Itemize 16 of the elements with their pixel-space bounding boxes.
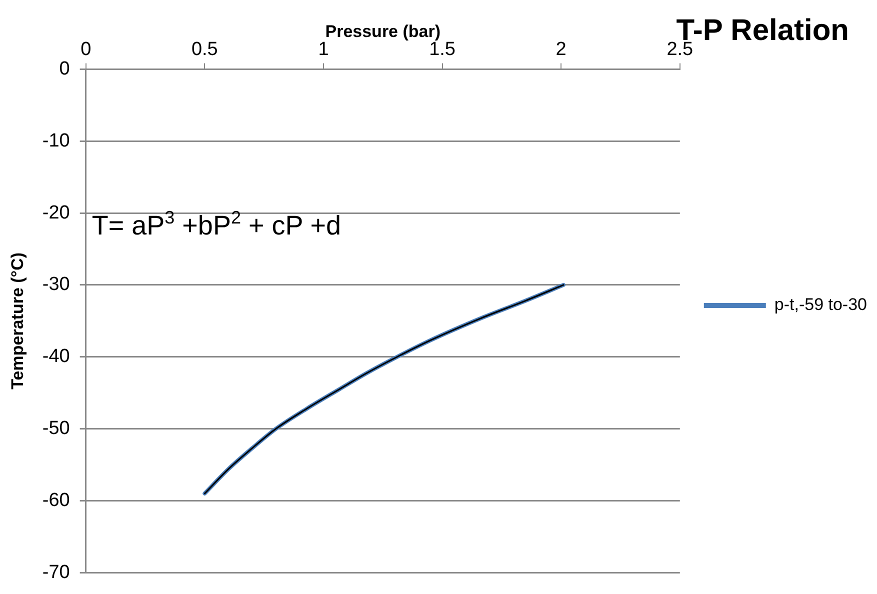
y-axis-title: Temperature (°C) <box>8 252 27 390</box>
x-tick-label: 0.5 <box>191 39 218 60</box>
x-tick-label: 1.5 <box>429 39 456 60</box>
y-tick-label: -70 <box>42 562 70 583</box>
x-tick-label: 0 <box>80 39 92 60</box>
y-tick-label: 0 <box>59 58 70 80</box>
x-axis-title: Pressure (bar) <box>325 22 441 41</box>
y-tick-label: -60 <box>42 490 70 511</box>
legend-label: p-t,-59 to-30 <box>774 295 868 314</box>
y-tick-label: -40 <box>42 346 70 368</box>
y-tick-label: -50 <box>42 418 70 440</box>
x-tick-label: 2 <box>556 39 566 60</box>
x-tick-label: 1 <box>318 39 329 60</box>
y-tick-label: -20 <box>42 202 70 224</box>
y-tick-label: -10 <box>42 130 70 152</box>
y-tick-label: -30 <box>42 274 70 296</box>
